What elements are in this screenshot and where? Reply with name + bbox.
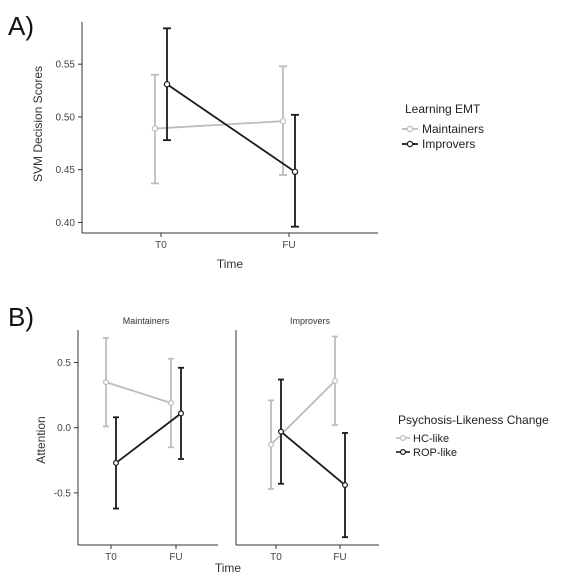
panel-b-facet-1-y-tick-label-2: 0.5	[57, 358, 71, 369]
panel-a-x-tick-label-1: FU	[282, 240, 295, 251]
panel-b-facet-1-x-tick-label-1: FU	[169, 552, 182, 563]
panel-b-facet-1-series-line-rop-like	[115, 412, 182, 464]
panel-b-x-axis-title: Time	[215, 561, 242, 575]
panel-b-facet-2-point-rop-like-1	[342, 482, 349, 489]
panel-a-legend-key-point-1	[406, 140, 414, 148]
panel-a-x-tick-label-0: T0	[155, 240, 167, 251]
panel-a-point-improvers-1	[291, 168, 299, 176]
panel-a-series-line-improvers	[166, 83, 296, 173]
panel-a-legend-label-improvers: Improvers	[422, 137, 475, 151]
panel-a-y-axis-title: SVM Decision Scores	[31, 66, 45, 182]
panel-a-point-improvers-0	[163, 81, 171, 88]
panel-b-facet-label-maintainers: Maintainers	[123, 316, 170, 326]
panel-b-facet-1-point-rop-like-1	[178, 410, 185, 417]
panel-b-legend-title: Psychosis-Likeness Change	[398, 413, 549, 427]
panel-a-legend-title: Learning EMT	[405, 102, 481, 116]
panel-b-facet-2-point-hc-like-1	[332, 377, 339, 384]
panel-a-y-tick-label-2: 0.50	[56, 112, 76, 123]
panel-a-point-maintainers-0	[151, 125, 159, 132]
panel-a-legend-key-point-0	[406, 125, 414, 133]
panel-a-y-tick-label-1: 0.45	[56, 165, 76, 176]
panel-a-x-axis-title: Time	[217, 257, 244, 271]
panel-a-y-tick-label-0: 0.40	[56, 218, 76, 229]
panel-b-legend-label-rop-like: ROP-like	[413, 447, 457, 459]
panel-b-facet-1-y-tick-label-1: 0.0	[57, 423, 71, 434]
panel-a-y-tick-label-3: 0.55	[56, 60, 76, 71]
panel-b-facet-label-improvers: Improvers	[290, 316, 331, 326]
panel-b-facet-2-x-tick-label-1: FU	[333, 552, 346, 563]
panel-b-facet-1-point-rop-like-0	[112, 459, 119, 466]
panel-b-facet-2-point-hc-like-0	[268, 441, 275, 448]
panel-b-facet-2-x-tick-label-0: T0	[270, 552, 282, 563]
panel-b-legend-key-point-1	[400, 449, 407, 456]
panel-b-facet-1-x-tick-label-0: T0	[105, 552, 117, 563]
panel-b-facet-2-series-line-rop-like	[280, 430, 346, 486]
panel-a-letter: A)	[8, 11, 34, 41]
panel-b-facet-1-point-hc-like-1	[168, 399, 175, 406]
panel-b-facet-2-point-rop-like-0	[278, 428, 285, 435]
panel-a-legend-label-maintainers: Maintainers	[422, 122, 484, 136]
panel-b-facet-1-series-line-hc-like	[105, 381, 172, 404]
panel-b-facet-1-y-tick-label-0: -0.5	[54, 488, 72, 499]
panel-b-legend-label-hc-like: HC-like	[413, 433, 449, 445]
panel-b-y-axis-title: Attention	[34, 416, 48, 463]
panel-b-legend-key-point-0	[400, 435, 407, 442]
panel-a-point-maintainers-1	[279, 117, 287, 125]
panel-a-series-line-maintainers	[154, 120, 284, 130]
panel-b-facet-1-point-hc-like-0	[102, 379, 109, 386]
panel-b-letter: B)	[8, 302, 34, 332]
